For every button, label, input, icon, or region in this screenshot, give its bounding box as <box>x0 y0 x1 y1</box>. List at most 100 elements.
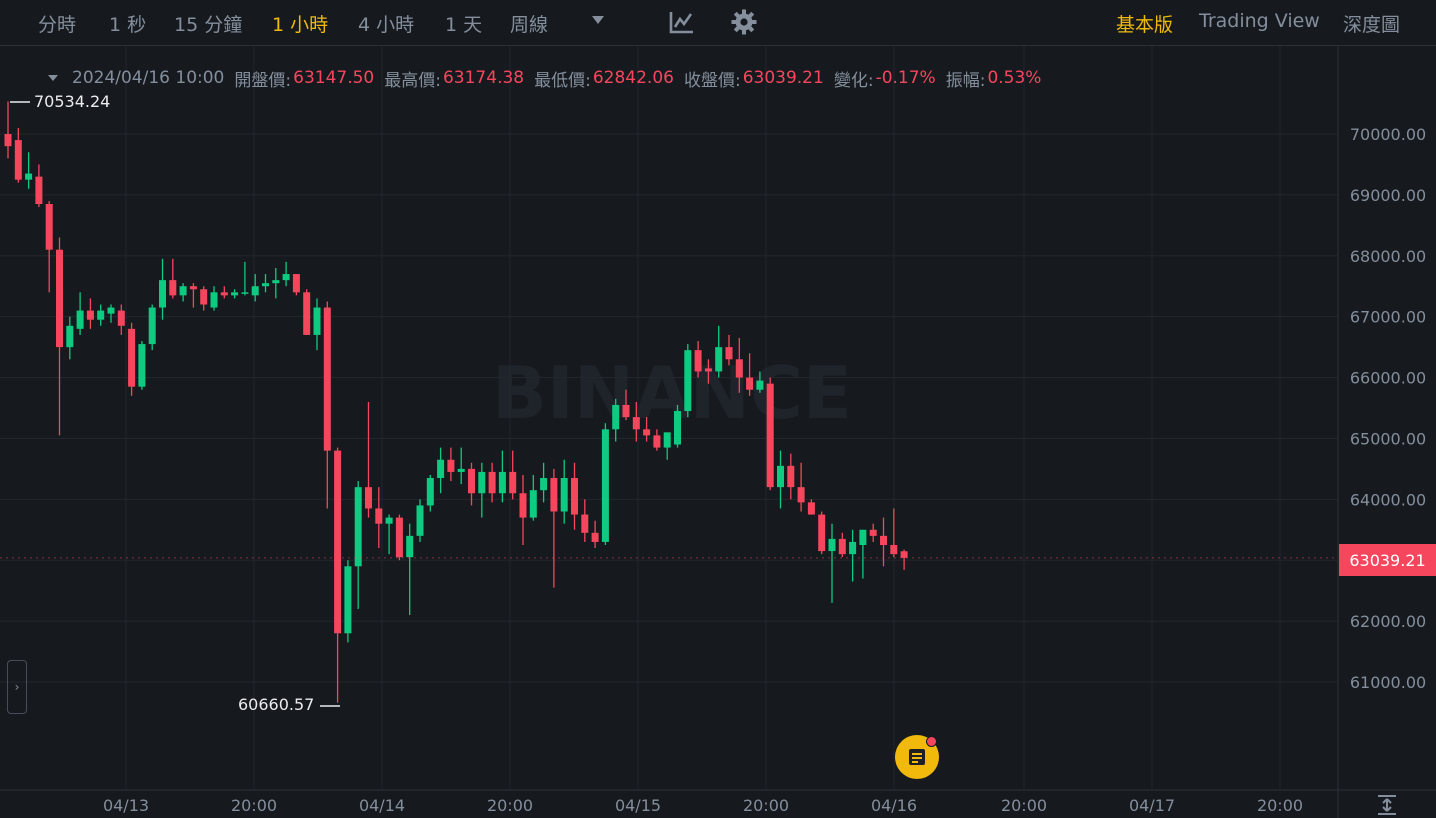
interval-1s[interactable]: 1 秒 <box>109 14 147 36</box>
candle-body <box>880 535 887 545</box>
interval-time-sharing[interactable]: 分時 <box>38 14 77 36</box>
candle-body <box>704 368 712 372</box>
interval-1d[interactable]: 1 天 <box>445 14 483 36</box>
x-axis-label: 04/14 <box>359 796 405 815</box>
candle-body <box>313 307 321 335</box>
candle-body <box>581 514 589 533</box>
legend-change-label: 變化: <box>833 70 874 91</box>
candle-body <box>416 505 424 536</box>
y-axis-label: 66000.00 <box>1350 369 1426 388</box>
candle-body <box>45 204 53 250</box>
candle-body <box>138 344 146 387</box>
candle-body <box>560 478 568 512</box>
y-axis-label: 68000.00 <box>1350 247 1426 266</box>
candle-body <box>117 310 125 326</box>
candle-body <box>426 478 434 506</box>
candle-body <box>540 478 548 491</box>
candle-body <box>498 471 506 494</box>
candle-body <box>292 274 300 293</box>
high-price-marker: 70534.24 <box>34 92 111 111</box>
candle-body <box>509 471 517 494</box>
view-depth[interactable]: 深度圖 <box>1343 14 1401 36</box>
view-tradingview[interactable]: Trading View <box>1199 10 1320 32</box>
candle-body <box>632 417 640 430</box>
candle-body <box>838 538 846 555</box>
candle-body <box>25 173 33 180</box>
legend-amplitude-label: 振幅: <box>945 70 986 91</box>
interval-4h[interactable]: 4 小時 <box>358 14 415 36</box>
news-icon <box>909 749 925 765</box>
candle-body <box>200 289 208 305</box>
x-axis-label: 20:00 <box>231 796 277 815</box>
candle-body <box>437 459 445 479</box>
candle-body <box>334 450 342 634</box>
candle-body <box>282 274 290 281</box>
y-axis-label: 64000.00 <box>1350 490 1426 509</box>
candle-body <box>663 432 671 448</box>
candle-body <box>365 487 372 509</box>
candle-body <box>86 310 94 320</box>
candle-body <box>756 380 764 390</box>
legend-change-value: -0.17% <box>875 68 936 88</box>
chevron-down-icon[interactable] <box>592 16 604 24</box>
candle-body <box>210 292 218 308</box>
candle-body <box>14 140 22 180</box>
indicator-chart-icon[interactable] <box>668 8 696 36</box>
candle-body <box>272 280 280 284</box>
x-axis-label: 20:00 <box>743 796 789 815</box>
candle-body <box>622 404 630 418</box>
y-axis-label: 69000.00 <box>1350 186 1426 205</box>
ohlc-legend: 2024/04/16 10:00 開盤價: 63147.50 最高價: 6317… <box>44 66 1051 91</box>
candle-body <box>900 551 908 558</box>
x-axis-label: 20:00 <box>487 796 533 815</box>
candle-body <box>571 478 578 515</box>
y-axis-label: 67000.00 <box>1350 308 1426 327</box>
candle-body <box>4 134 12 147</box>
candle-body <box>323 307 331 451</box>
candle-body <box>529 490 537 518</box>
candle-body <box>684 350 692 412</box>
candle-body <box>725 347 733 360</box>
candle-body <box>231 292 239 296</box>
candle-body <box>66 325 74 348</box>
candle-body <box>591 532 599 542</box>
news-button[interactable] <box>895 735 939 779</box>
candle-body <box>612 404 620 430</box>
candle-body <box>128 328 136 387</box>
x-axis-label: 04/15 <box>615 796 661 815</box>
notification-dot <box>926 736 937 747</box>
y-axis-label: 62000.00 <box>1350 612 1426 631</box>
candle-body <box>385 517 393 524</box>
candle-body <box>241 292 249 294</box>
candlestick-chart[interactable]: BINANCE 70000.00 69000.00 68000.00 67000.00 6… <box>0 46 1436 818</box>
interval-15m[interactable]: 15 分鐘 <box>174 14 243 36</box>
candle-body <box>777 465 784 488</box>
current-price-tag: 63039.21 <box>1339 544 1436 576</box>
candle-body <box>859 529 867 545</box>
candle-body <box>35 176 43 205</box>
y-axis-label: 70000.00 <box>1350 125 1426 144</box>
view-basic[interactable]: 基本版 <box>1116 14 1174 36</box>
interval-1w[interactable]: 周線 <box>510 14 549 36</box>
candle-body <box>797 487 805 503</box>
candle-body <box>457 468 465 472</box>
candle-body <box>869 529 877 536</box>
candle-body <box>643 429 651 436</box>
legend-datetime: 2024/04/16 10:00 <box>72 68 225 88</box>
candle-body <box>395 517 403 558</box>
candle-body <box>97 310 105 320</box>
candle-body <box>76 310 84 329</box>
vertical-scale-icon[interactable] <box>1376 794 1398 816</box>
low-price-marker: 60660.57 <box>238 695 315 714</box>
candle-body <box>169 280 177 296</box>
x-axis-label: 04/16 <box>871 796 917 815</box>
x-axis-label: 04/13 <box>103 796 149 815</box>
chevron-down-icon[interactable] <box>48 75 58 81</box>
interval-1h[interactable]: 1 小時 <box>272 14 329 36</box>
candle-body <box>890 545 898 555</box>
candle-body <box>303 292 311 335</box>
candle-body <box>251 286 259 296</box>
expand-panel-handle[interactable]: › <box>7 660 27 714</box>
gear-icon[interactable] <box>730 8 758 36</box>
candle-body <box>807 502 815 515</box>
